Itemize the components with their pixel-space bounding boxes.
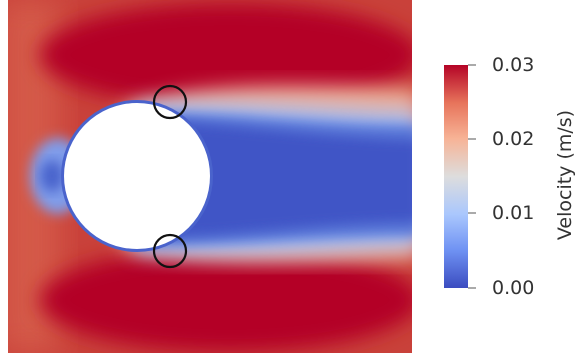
separation-marker-top bbox=[152, 84, 188, 120]
colorbar bbox=[444, 65, 468, 288]
colorbar-title: Velocity (m/s) bbox=[554, 109, 576, 241]
colorbar-tick-label: 0.00 bbox=[492, 277, 535, 299]
colorbar-tick-label: 0.03 bbox=[492, 54, 535, 76]
separation-marker-bottom bbox=[152, 233, 188, 269]
colorbar-tick-label: 0.02 bbox=[492, 128, 535, 150]
colorbar-tick-label: 0.01 bbox=[492, 202, 535, 224]
cylinder-obstacle bbox=[64, 103, 210, 249]
flow-domain bbox=[8, 0, 412, 353]
